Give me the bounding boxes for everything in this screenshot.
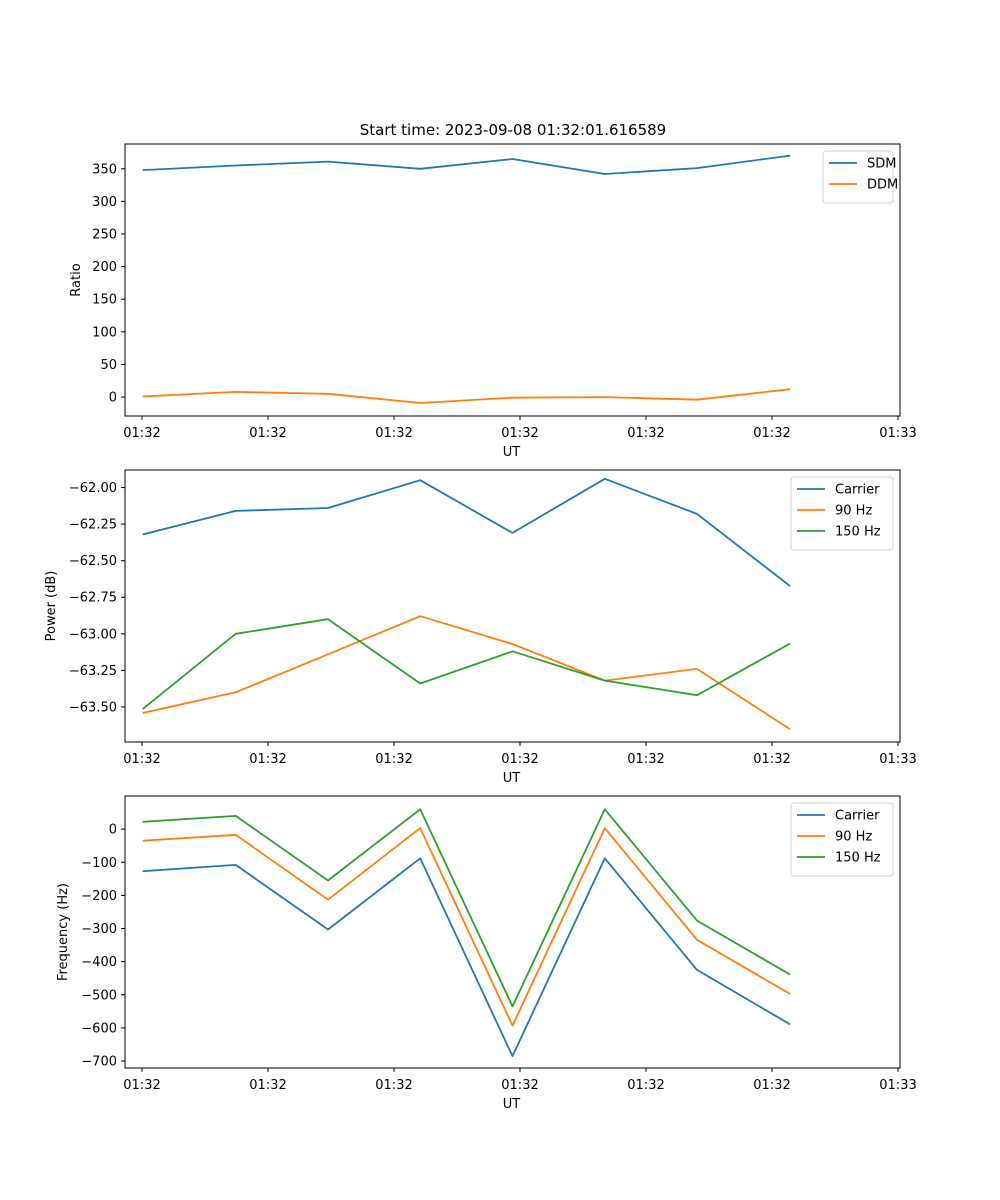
y-tick-label: −700 <box>81 1055 117 1070</box>
x-tick-label: 01:32 <box>627 426 664 441</box>
axes-frame <box>124 795 901 1069</box>
y-tick-label: −400 <box>81 955 117 970</box>
legend: Carrier 90 Hz 150 Hz <box>790 476 894 551</box>
y-tick-label: 0 <box>109 391 117 406</box>
legend-label: 90 Hz <box>835 504 872 519</box>
x-tick-label: 01:32 <box>249 752 286 767</box>
y-tick-label: −100 <box>81 856 117 871</box>
y-tick-label: 100 <box>92 325 117 340</box>
y-tick-label: −63.00 <box>69 627 117 642</box>
chart-panel-1: 0 50 100 150 200 250 300 350 01:32 01:32 01:32 01:3… <box>69 143 917 460</box>
x-tick-label: 01:32 <box>375 752 412 767</box>
series-line-sdm <box>142 154 791 175</box>
y-axis-label: Ratio <box>69 263 84 296</box>
x-tick-label: 01:32 <box>249 1078 286 1093</box>
y-tick-label: 50 <box>100 358 117 373</box>
x-tick-label: 01:32 <box>753 426 790 441</box>
y-tick-label: 300 <box>92 195 117 210</box>
series-line-ddm <box>142 388 791 404</box>
x-tick-label: 01:32 <box>627 752 664 767</box>
x-tick-label: 01:32 <box>123 1078 160 1093</box>
chart-panel-2: −63.50 −63.25 −63.00 −62.75 −62.50 −62.25 −62.… <box>44 469 917 786</box>
y-axis-label: Frequency (Hz) <box>56 883 71 981</box>
x-axis-label: UT <box>503 771 521 786</box>
legend-label: SDM <box>867 157 896 172</box>
y-tick-label: −300 <box>81 922 117 937</box>
y-tick-label: −63.25 <box>69 664 117 679</box>
y-tick-label: −500 <box>81 988 117 1003</box>
y-tick-label: −200 <box>81 889 117 904</box>
y-tick-label: 350 <box>92 162 117 177</box>
y-axis-label: Power (dB) <box>44 571 59 642</box>
axes-frame <box>124 143 901 417</box>
legend-label: DDM <box>867 178 898 193</box>
x-tick-label: 01:32 <box>501 1078 538 1093</box>
series-line-150-hz <box>142 808 791 1008</box>
x-tick-label: 01:32 <box>753 1078 790 1093</box>
x-tick-label: 01:33 <box>879 752 916 767</box>
series-line-carrier <box>142 477 791 587</box>
series-line-150-hz <box>142 618 791 710</box>
x-tick-label: 01:32 <box>627 1078 664 1093</box>
x-tick-label: 01:32 <box>501 752 538 767</box>
y-tick-label: −63.50 <box>69 700 117 715</box>
x-tick-label: 01:32 <box>123 426 160 441</box>
y-tick-label: −62.75 <box>69 591 117 606</box>
x-tick-label: 01:32 <box>753 752 790 767</box>
x-tick-label: 01:32 <box>501 426 538 441</box>
x-tick-label: 01:32 <box>375 1078 412 1093</box>
y-tick-label: 250 <box>92 228 117 243</box>
y-tick-label: 150 <box>92 293 117 308</box>
x-axis-label: UT <box>503 1097 521 1112</box>
x-axis-label: UT <box>503 445 521 460</box>
y-tick-label: 0 <box>109 823 117 838</box>
series-line-carrier <box>142 857 791 1057</box>
figure-title: Start time: 2023-09-08 01:32:01.616589 <box>360 121 666 139</box>
legend-box <box>822 150 894 204</box>
x-tick-label: 01:33 <box>879 1078 916 1093</box>
legend-label: 150 Hz <box>835 525 881 540</box>
axes-frame <box>124 469 901 743</box>
series-line-90-hz <box>142 827 791 1027</box>
y-tick-label: −600 <box>81 1021 117 1036</box>
legend-label: Carrier <box>835 483 880 498</box>
series-line-90-hz <box>142 615 791 731</box>
legend-label: Carrier <box>835 809 880 824</box>
x-tick-label: 01:32 <box>375 426 412 441</box>
legend-label: 150 Hz <box>835 851 881 866</box>
x-tick-label: 01:32 <box>249 426 286 441</box>
x-tick-label: 01:32 <box>123 752 160 767</box>
y-tick-label: −62.25 <box>69 518 117 533</box>
y-tick-label: 200 <box>92 260 117 275</box>
y-tick-label: −62.00 <box>69 481 117 496</box>
y-tick-label: −62.50 <box>69 554 117 569</box>
legend: Carrier 90 Hz 150 Hz <box>790 802 894 877</box>
legend-label: 90 Hz <box>835 830 872 845</box>
chart-panel-3: −700 −600 −500 −400 −300 −200 −100 0 01:32 01:32 0… <box>56 795 917 1112</box>
legend: SDM DDM <box>822 150 898 204</box>
x-tick-label: 01:33 <box>879 426 916 441</box>
